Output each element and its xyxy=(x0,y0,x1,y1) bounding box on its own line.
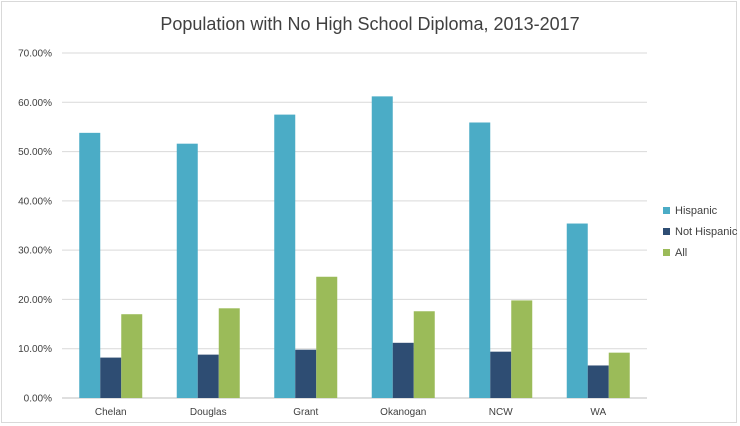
y-axis-ticks: 0.00% 10.00% 20.00% 30.00% 40.00% 50.00% 60.00… xyxy=(18,49,52,405)
bar-all-chelan xyxy=(121,314,143,398)
bar-all-wa xyxy=(608,352,630,398)
legend: Hispanic Not Hispanic All xyxy=(663,205,738,259)
x-tick-label: Douglas xyxy=(190,407,227,418)
bar-not-hispanic-grant xyxy=(295,349,317,398)
chart-title: Population with No High School Diploma, … xyxy=(160,14,580,34)
bar-hispanic-ncw xyxy=(469,122,491,398)
y-tick-label: 70.00% xyxy=(18,49,52,60)
x-tick-label: Okanogan xyxy=(380,407,426,418)
legend-swatch xyxy=(663,207,670,214)
bar-all-ncw xyxy=(511,300,533,398)
bar-all-grant xyxy=(316,276,338,398)
y-tick-label: 20.00% xyxy=(18,295,52,306)
y-tick-label: 50.00% xyxy=(18,147,52,158)
x-axis-ticks: Chelan Douglas Grant Okanogan NCW WA xyxy=(95,407,607,418)
bar-not-hispanic-okanogan xyxy=(392,342,414,398)
x-tick-label: WA xyxy=(590,407,606,418)
x-tick-label: Chelan xyxy=(95,407,127,418)
bar-hispanic-chelan xyxy=(79,132,101,399)
legend-label: All xyxy=(675,247,687,259)
gridlines xyxy=(62,52,647,399)
x-tick-label: NCW xyxy=(489,407,513,418)
bar-not-hispanic-douglas xyxy=(197,354,219,398)
bar-all-douglas xyxy=(218,308,240,398)
bar-all-okanogan xyxy=(413,311,435,398)
x-tick-label: Grant xyxy=(293,407,318,418)
y-tick-label: 30.00% xyxy=(18,246,52,257)
legend-swatch xyxy=(663,228,670,235)
legend-label: Not Hispanic xyxy=(675,226,738,238)
y-tick-label: 40.00% xyxy=(18,196,52,207)
bar-hispanic-grant xyxy=(274,114,296,398)
y-tick-label: 60.00% xyxy=(18,98,52,109)
legend-label: Hispanic xyxy=(675,205,718,217)
bar-not-hispanic-chelan xyxy=(100,357,122,398)
bar-hispanic-wa xyxy=(566,223,588,398)
bar-hispanic-douglas xyxy=(176,143,198,398)
bars xyxy=(79,96,630,399)
bar-not-hispanic-ncw xyxy=(490,351,512,398)
y-tick-label: 0.00% xyxy=(24,394,52,405)
bar-hispanic-okanogan xyxy=(371,96,393,398)
legend-swatch xyxy=(663,249,670,256)
bar-not-hispanic-wa xyxy=(587,365,609,398)
y-tick-label: 10.00% xyxy=(18,344,52,355)
